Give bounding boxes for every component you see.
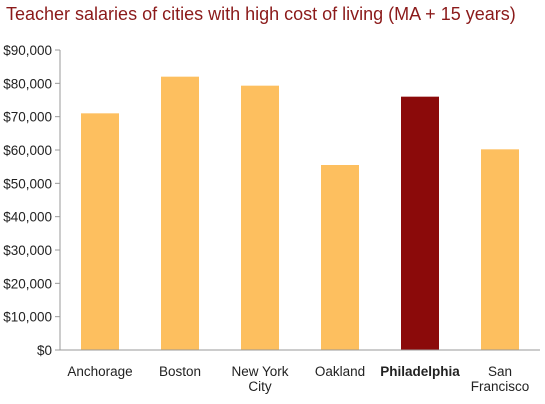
x-tick-label: Oakland xyxy=(315,364,365,379)
y-axis: $0 $10,000 $20,000 $30,000 $40,000 $50,000 $60… xyxy=(3,43,61,358)
y-tick-label: $60,000 xyxy=(3,143,52,158)
y-tick-label: $0 xyxy=(37,343,52,358)
bar-san-francisco xyxy=(481,149,519,350)
y-tick-label: $30,000 xyxy=(3,243,52,258)
bar-new-york-city xyxy=(241,85,279,351)
bar-philadelphia xyxy=(401,96,439,351)
x-axis: Anchorage Boston New York City Oakland Philad… xyxy=(60,349,540,394)
bar-anchorage xyxy=(81,113,119,350)
x-tick-label: New York City xyxy=(231,364,288,394)
bar-boston xyxy=(161,76,199,351)
y-tick-label: $90,000 xyxy=(3,43,52,58)
bar-oakland xyxy=(321,165,359,350)
x-tick-label: San Francisco xyxy=(471,364,530,394)
y-tick-label: $80,000 xyxy=(3,76,52,91)
y-tick-label: $50,000 xyxy=(3,176,52,191)
bars xyxy=(81,76,519,351)
x-tick-label: Boston xyxy=(159,364,201,379)
y-tick-label: $70,000 xyxy=(3,110,52,125)
chart-title: Teacher salaries of cities with high cos… xyxy=(6,4,516,24)
y-tick-label: $40,000 xyxy=(3,210,52,225)
y-tick-label: $20,000 xyxy=(3,276,52,291)
x-tick-label: Philadelphia xyxy=(380,364,460,379)
x-tick-label: Anchorage xyxy=(67,364,132,379)
y-tick-label: $10,000 xyxy=(3,310,52,325)
